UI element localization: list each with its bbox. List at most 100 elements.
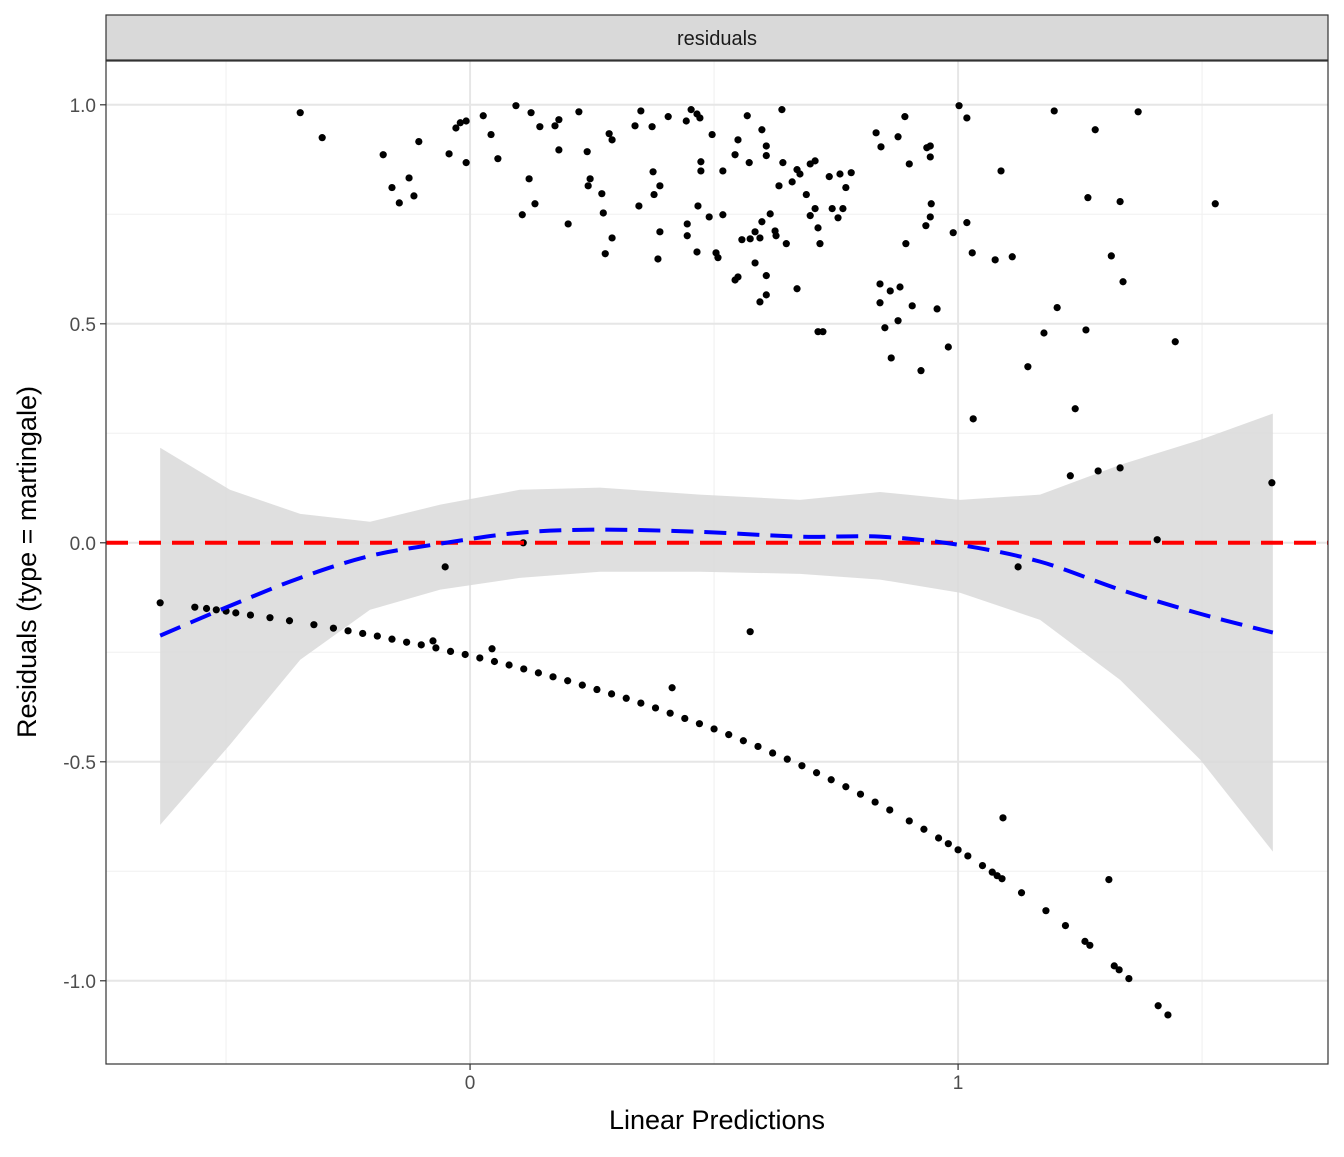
data-point: [1119, 278, 1127, 286]
data-point: [756, 298, 764, 306]
data-point: [310, 621, 318, 629]
data-point: [1040, 329, 1048, 337]
data-point: [651, 704, 660, 712]
data-point: [734, 136, 742, 144]
confidence-ribbon: [160, 413, 1273, 852]
data-point: [695, 720, 704, 728]
data-point: [920, 825, 928, 833]
data-point: [682, 117, 690, 125]
data-point: [285, 617, 294, 625]
data-point: [872, 129, 880, 137]
data-point: [968, 249, 976, 257]
data-point: [834, 214, 842, 222]
data-point: [531, 200, 539, 208]
data-point: [1050, 107, 1058, 115]
y-axis-label: Residuals (type = martingale): [12, 386, 42, 738]
data-point: [488, 645, 496, 653]
data-point: [908, 302, 916, 310]
data-point: [445, 150, 453, 158]
data-point: [901, 113, 909, 121]
data-point: [683, 232, 691, 240]
data-point: [1116, 197, 1124, 206]
data-point: [593, 685, 601, 694]
data-point: [896, 283, 904, 291]
data-point: [1066, 472, 1074, 480]
data-point: [926, 213, 934, 221]
data-point: [887, 354, 895, 362]
data-point: [664, 113, 672, 121]
data-point: [876, 280, 884, 288]
data-point: [191, 603, 199, 611]
data-point: [708, 130, 716, 139]
data-point: [705, 213, 713, 221]
data-point: [793, 285, 801, 293]
data-point: [745, 159, 753, 167]
data-point: [693, 248, 701, 256]
data-point: [917, 367, 925, 375]
data-point: [1081, 937, 1089, 945]
data-point: [944, 840, 952, 848]
data-point: [802, 190, 810, 199]
data-point: [608, 234, 616, 242]
data-point: [926, 142, 934, 150]
data-point: [964, 852, 972, 860]
data-point: [605, 130, 613, 138]
data-point: [697, 167, 705, 175]
data-point: [922, 222, 930, 230]
data-point: [1084, 194, 1092, 202]
data-point: [525, 175, 533, 183]
data-point: [827, 776, 835, 784]
data-point: [564, 677, 572, 685]
data-point: [825, 173, 833, 181]
data-point: [1094, 467, 1102, 475]
data-point: [978, 861, 987, 870]
data-point: [202, 604, 211, 613]
data-point: [905, 817, 913, 825]
data-point: [836, 170, 844, 178]
data-point: [731, 151, 739, 159]
data-point: [586, 175, 594, 183]
data-point: [999, 814, 1007, 822]
data-point: [555, 146, 563, 154]
data-point: [697, 158, 705, 166]
data-point: [479, 112, 487, 120]
data-point: [816, 240, 824, 248]
data-point: [578, 681, 586, 689]
data-point: [415, 137, 423, 146]
data-point: [997, 167, 1005, 175]
data-point: [212, 606, 220, 614]
data-point: [758, 218, 766, 226]
confidence-band: [160, 413, 1273, 852]
data-point: [719, 211, 727, 219]
data-point: [494, 155, 502, 163]
data-point: [762, 152, 770, 160]
data-point: [828, 205, 836, 213]
lines: [106, 527, 1328, 638]
data-point: [1014, 563, 1022, 571]
data-point: [505, 661, 513, 669]
data-point: [575, 108, 583, 116]
data-point: [344, 627, 352, 635]
data-point: [1268, 479, 1276, 487]
data-point: [410, 192, 418, 200]
data-point: [1071, 405, 1079, 413]
data-point: [584, 182, 592, 190]
data-point: [1171, 338, 1179, 346]
data-point: [894, 133, 902, 141]
data-point: [518, 211, 526, 219]
data-point: [877, 143, 885, 151]
data-point: [796, 170, 804, 178]
data-point: [656, 182, 664, 190]
data-point: [1154, 1002, 1162, 1010]
data-point: [963, 219, 971, 227]
data-point: [654, 255, 662, 263]
x-tick-label: 0: [465, 1073, 476, 1094]
data-point: [1164, 1011, 1172, 1019]
data-point: [778, 106, 786, 114]
data-point: [746, 628, 754, 636]
data-point: [1042, 907, 1050, 915]
data-point: [1115, 966, 1123, 974]
ticks: 0 1 -1.0 -0.5 0.0 0.5 1.0: [63, 96, 963, 1094]
data-point: [599, 209, 607, 217]
data-point: [520, 665, 528, 673]
